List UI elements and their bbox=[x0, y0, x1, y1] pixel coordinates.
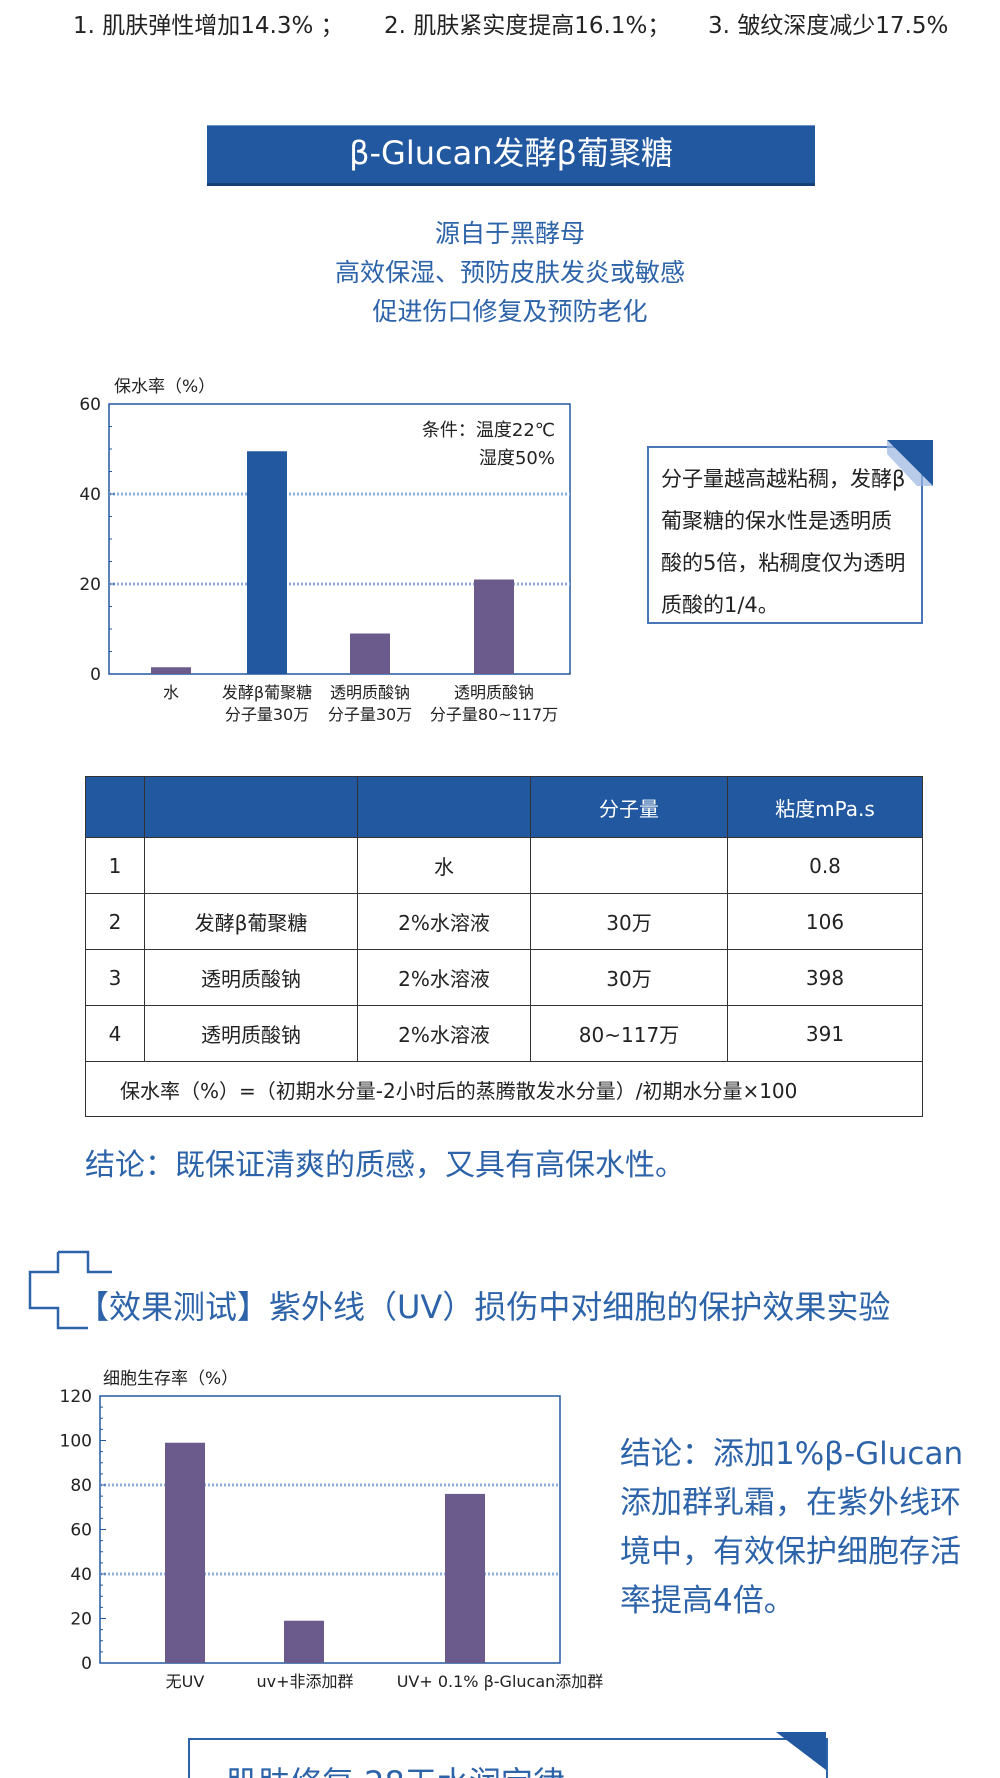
chart2-category-label: uv+非添加群 bbox=[256, 1672, 353, 1691]
bottom-banner-title: 肌肤修复 28天水润定律 bbox=[226, 1758, 565, 1778]
chart1-annotation: 湿度50% bbox=[479, 448, 555, 469]
ingredient-banner: β-Glucan发酵β葡聚糖 bbox=[207, 125, 815, 186]
table-cell: 4 bbox=[85, 1005, 145, 1062]
table-cell: 2%水溶液 bbox=[357, 1005, 531, 1062]
table-header-viscosity: 粘度mPa.s bbox=[727, 776, 923, 838]
table-header bbox=[357, 776, 531, 838]
chart2-bar bbox=[165, 1442, 205, 1663]
result-item-firmness: 2. 肌肤紧实度提高16.1%； bbox=[384, 13, 671, 39]
table-cell: 2%水溶液 bbox=[357, 893, 531, 950]
table-cell: 水 bbox=[357, 837, 531, 894]
table-cell: 发酵β葡聚糖 bbox=[144, 893, 358, 950]
table-cell: 透明质酸钠 bbox=[144, 1005, 358, 1062]
chart2-ytick-label: 100 bbox=[60, 1432, 92, 1452]
chart1-ytick-label: 60 bbox=[79, 395, 101, 415]
bottom-banner: 肌肤修复 28天水润定律 bbox=[188, 1738, 828, 1778]
result-item-wrinkle: 3. 皱纹深度减少17.5% bbox=[708, 13, 949, 39]
chart1-bar bbox=[474, 579, 514, 674]
chart2-ytick-label: 20 bbox=[70, 1610, 92, 1630]
table-cell: 106 bbox=[727, 893, 923, 950]
table-cell: 2%水溶液 bbox=[357, 949, 531, 1006]
chart2-ylabel: 细胞生存率（%） bbox=[103, 1369, 238, 1389]
table-cell: 391 bbox=[727, 1005, 923, 1062]
chart2-ytick-label: 40 bbox=[70, 1565, 92, 1585]
chart2-category-label: UV+ 0.1% β-Glucan添加群 bbox=[397, 1672, 604, 1691]
chart1-category-label: 透明质酸钠分子量30万 bbox=[328, 683, 412, 724]
table-cell: 30万 bbox=[530, 893, 728, 950]
chart1-bar bbox=[247, 451, 287, 674]
table-row: 4 透明质酸钠 2%水溶液 80~117万 391 bbox=[85, 1005, 923, 1062]
viscosity-table: 分子量 粘度mPa.s 1 水 0.8 2 发酵β葡聚糖 2%水溶液 30万 1… bbox=[85, 776, 923, 1117]
note-corner-decoration bbox=[887, 440, 933, 486]
top-result-list: 1. 肌肤弹性增加14.3% ； 2. 肌肤紧实度提高16.1%； 3. 皱纹深… bbox=[0, 6, 1000, 40]
formula-note: 保水率（%）=（初期水分量-2小时后的蒸腾散发水分量）/初期水分量×100 bbox=[85, 1061, 923, 1117]
chart1-bar bbox=[350, 633, 390, 674]
description-line-1: 源自于黑酵母 bbox=[434, 219, 585, 248]
chart2-bar bbox=[284, 1620, 324, 1663]
table-cell: 398 bbox=[727, 949, 923, 1006]
chart1-ytick-label: 20 bbox=[79, 575, 101, 595]
conclusion-text: 结论：既保证清爽的质感，又具有高保水性。 bbox=[85, 1148, 685, 1183]
chart1-annotation: 条件：温度22℃ bbox=[422, 420, 555, 441]
chart2-bar bbox=[445, 1493, 485, 1663]
bottom-corner-decoration bbox=[776, 1732, 826, 1770]
chart1-category-label: 发酵β葡聚糖分子量30万 bbox=[222, 683, 312, 724]
chart1-category-label: 透明质酸钠分子量80~117万 bbox=[430, 683, 558, 724]
table-header bbox=[144, 776, 358, 838]
note-box: 分子量越高越粘稠，发酵β葡聚糖的保水性是透明质酸的5倍，粘稠度仅为透明质酸的1/… bbox=[647, 446, 923, 624]
uv-conclusion-text: 结论：添加1%β-Glucan添加群乳霜，在紫外线环境中，有效保护细胞存活率提高… bbox=[620, 1436, 964, 1619]
result-item-elasticity: 1. 肌肤弹性增加14.3% ； bbox=[73, 13, 344, 39]
section-title: 【效果测试】紫外线（UV）损伤中对细胞的保护效果实验 bbox=[77, 1288, 891, 1326]
water-retention-chart: 0 20 40 60 保水率（%） 水 发酵β葡聚糖分子量30万透明质酸钠分子量30万透明质… bbox=[79, 377, 571, 724]
table-row: 3 透明质酸钠 2%水溶液 30万 398 bbox=[85, 949, 923, 1006]
table-row: 1 水 0.8 bbox=[85, 837, 923, 894]
cross-icon bbox=[28, 1250, 112, 1330]
table-header-molecular-weight: 分子量 bbox=[530, 776, 728, 838]
chart1-ytick-label: 0 bbox=[90, 665, 101, 685]
table-row: 2 发酵β葡聚糖 2%水溶液 30万 106 bbox=[85, 893, 923, 950]
chart2-category-label: 无UV bbox=[166, 1672, 205, 1691]
chart1-category-label: 水 bbox=[163, 683, 179, 702]
description-line-3: 促进伤口修复及预防老化 bbox=[372, 297, 648, 326]
chart2-ytick-label: 120 bbox=[60, 1387, 92, 1407]
table-cell: 3 bbox=[85, 949, 145, 1006]
description-line-2: 高效保湿、预防皮肤发炎或敏感 bbox=[334, 258, 685, 287]
chart1-ylabel: 保水率（%） bbox=[114, 377, 215, 397]
table-footer-row: 保水率（%）=（初期水分量-2小时后的蒸腾散发水分量）/初期水分量×100 bbox=[85, 1061, 923, 1117]
table-cell bbox=[144, 837, 358, 894]
ingredient-description: 源自于黑酵母 高效保湿、预防皮肤发炎或敏感 促进伤口修复及预防老化 bbox=[200, 214, 820, 331]
table-cell: 1 bbox=[85, 837, 145, 894]
table-cell: 0.8 bbox=[727, 837, 923, 894]
cell-survival-chart: 0 20 40 60 80 100 120 细胞生存率（%） 无UV uv+非添加群 UV+ 0.1… bbox=[60, 1369, 604, 1691]
chart2-ytick-label: 60 bbox=[70, 1521, 92, 1541]
chart2-ytick-label: 0 bbox=[81, 1654, 92, 1674]
chart2-ytick-label: 80 bbox=[70, 1476, 92, 1496]
chart1-ytick-label: 40 bbox=[79, 485, 101, 505]
table-cell: 透明质酸钠 bbox=[144, 949, 358, 1006]
table-cell bbox=[530, 837, 728, 894]
chart1-bar bbox=[151, 667, 191, 674]
table-header bbox=[85, 776, 145, 838]
table-cell: 30万 bbox=[530, 949, 728, 1006]
table-header-row: 分子量 粘度mPa.s bbox=[85, 776, 923, 838]
table-cell: 80~117万 bbox=[530, 1005, 728, 1062]
table-cell: 2 bbox=[85, 893, 145, 950]
